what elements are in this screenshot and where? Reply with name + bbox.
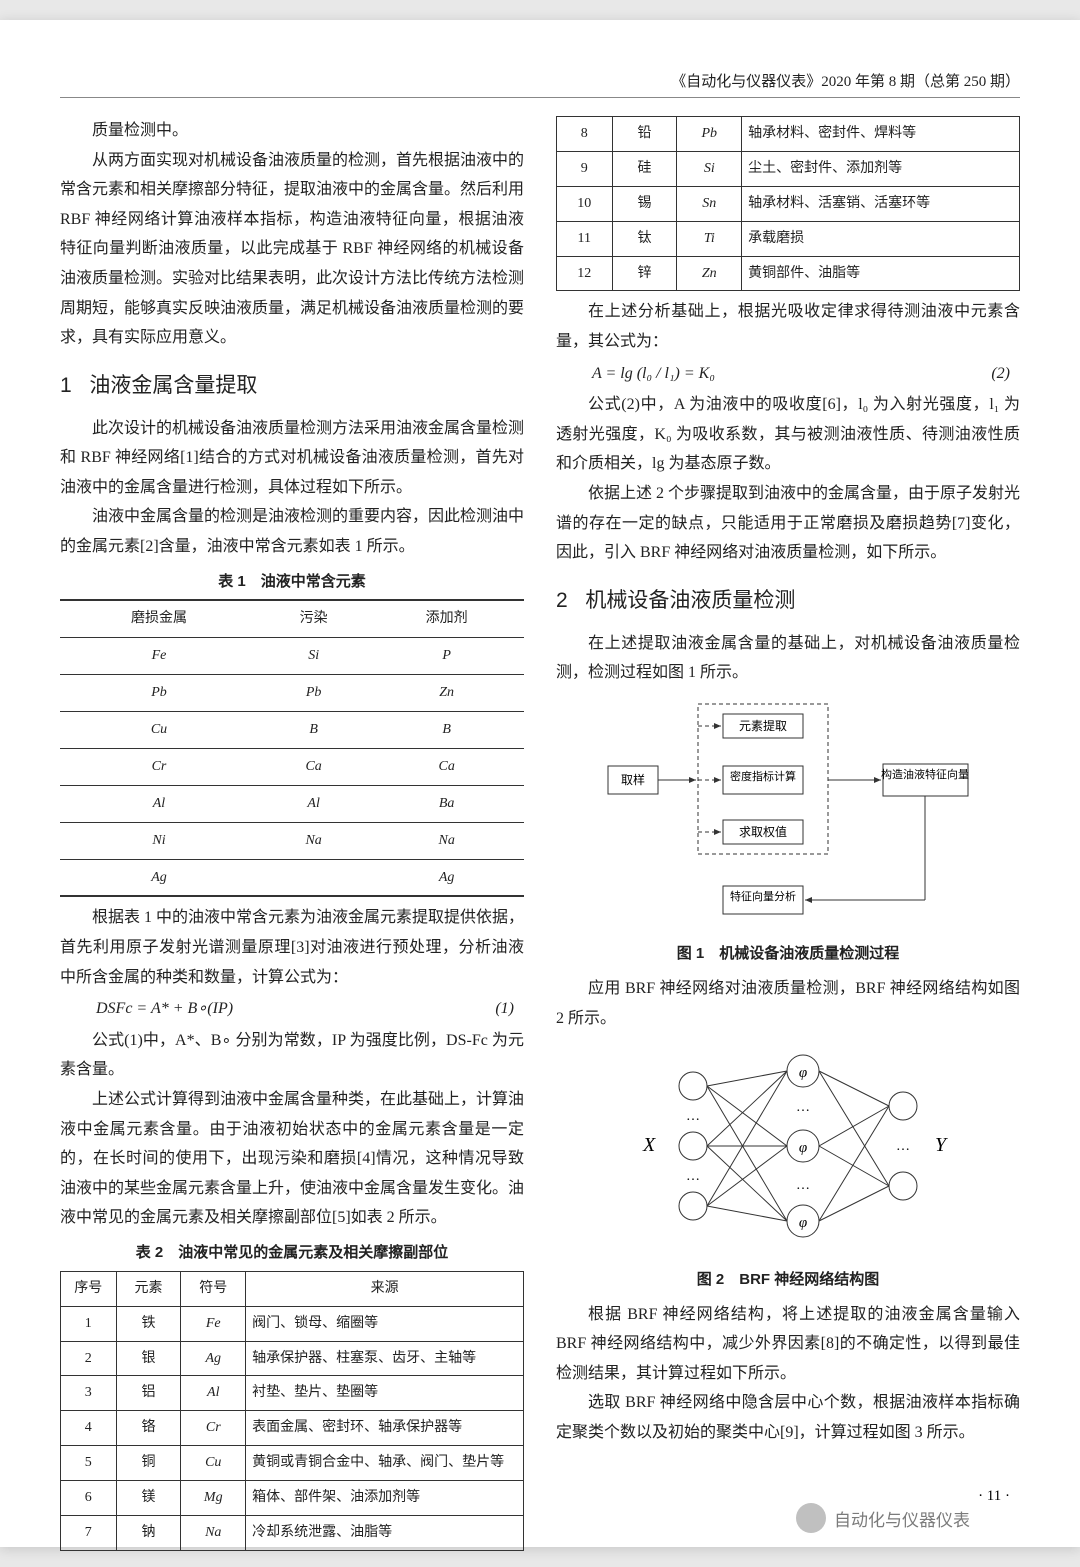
- figure-1-caption: 图 1 机械设备油液质量检测过程: [556, 940, 1020, 968]
- para: 选取 BRF 神经网络中隐含层中心个数，根据油液样本指标确定聚类个数以及初始的聚…: [556, 1388, 1020, 1447]
- svg-text:求取权值: 求取权值: [739, 824, 787, 839]
- svg-text:元素提取: 元素提取: [739, 718, 787, 733]
- svg-text:φ: φ: [799, 1215, 807, 1231]
- page-number: · 11 ·: [978, 1488, 1010, 1505]
- svg-text:…: …: [796, 1100, 810, 1115]
- svg-text:φ: φ: [799, 1065, 807, 1081]
- fig1-box-sample: 取样: [621, 772, 645, 787]
- para: 应用 BRF 神经网络对油液质量检测，BRF 神经网络结构如图 2 所示。: [556, 974, 1020, 1033]
- para: 此次设计的机械设备油液质量检测方法采用油液金属含量检测和 RBF 神经网络[1]…: [60, 414, 524, 503]
- th: 磨损金属: [60, 600, 258, 637]
- para: 根据 BRF 神经网络结构，将上述提取的油液金属含量输入 BRF 神经网络结构中…: [556, 1300, 1020, 1389]
- right-column: 8铅Pb轴承材料、密封件、焊料等 9硅Si尘土、密封件、添加剂等 10锡Sn轴承…: [556, 116, 1020, 1557]
- para: 公式(1)中，A*、B∘ 分别为常数，IP 为强度比例，DS-Fc 为元素含量。: [60, 1026, 524, 1085]
- para: 在上述提取油液金属含量的基础上，对机械设备油液质量检测，检测过程如图 1 所示。: [556, 629, 1020, 688]
- section-2-heading: 2机械设备油液质量检测: [556, 582, 1020, 621]
- left-column: 质量检测中。 从两方面实现对机械设备油液质量的检测，首先根据油液中的常含元素和相…: [60, 116, 524, 1557]
- watermark: 自动化与仪器仪表: [796, 1503, 970, 1533]
- table2-caption: 表 2 油液中常见的金属元素及相关摩擦副部位: [60, 1239, 524, 1267]
- equation-2: A = lg (l₀ / l₁) = K₀(2): [556, 357, 1020, 391]
- th: 添加剂: [369, 600, 524, 637]
- svg-text:特征向量分析: 特征向量分析: [730, 889, 796, 903]
- svg-text:…: …: [686, 1109, 700, 1124]
- para: 质量检测中。: [60, 116, 524, 146]
- page-container: { "header": "《自动化与仪器仪表》2020 年第 8 期（总第 25…: [0, 20, 1080, 1547]
- journal-header: 《自动化与仪器仪表》2020 年第 8 期（总第 250 期）: [60, 70, 1020, 98]
- equation-1: DSFc = A* + B∘(IP)(1): [60, 992, 524, 1026]
- figure-1-flowchart: 取样 元素提取 密度指标计算 求取权值 构造油液特征向量 特征向量分析: [556, 696, 1020, 937]
- para: 从两方面实现对机械设备油液质量的检测，首先根据油液中的常含元素和相关摩擦部分特征…: [60, 146, 524, 353]
- svg-text:…: …: [796, 1178, 810, 1193]
- table-2-part-a: 序号 元素 符号 来源 1铁Fe阀门、锁母、缩圈等 2银Ag轴承保护器、柱塞泵、…: [60, 1271, 524, 1551]
- svg-text:φ: φ: [799, 1140, 807, 1156]
- para: 上述公式计算得到油液中金属含量种类，在此基础上，计算油液中金属元素含量。由于油液…: [60, 1085, 524, 1233]
- figure-2-caption: 图 2 BRF 神经网络结构图: [556, 1266, 1020, 1294]
- section-1-heading: 1油液金属含量提取: [60, 367, 524, 406]
- section-1-title: 油液金属含量提取: [89, 374, 257, 397]
- th: 污染: [258, 600, 369, 637]
- para: 在上述分析基础上，根据光吸收定律求得待测油液中元素含量，其公式为：: [556, 297, 1020, 356]
- svg-text:密度指标计算: 密度指标计算: [730, 769, 796, 783]
- table-1: 磨损金属 污染 添加剂 FeSiP PbPbZn CuBB CrCaCa AlA…: [60, 599, 524, 897]
- section-2-title: 机械设备油液质量检测: [585, 589, 795, 612]
- svg-text:Y: Y: [935, 1134, 948, 1156]
- table-2-part-b: 8铅Pb轴承材料、密封件、焊料等 9硅Si尘土、密封件、添加剂等 10锡Sn轴承…: [556, 116, 1020, 291]
- svg-text:构造油液特征向量: 构造油液特征向量: [881, 767, 969, 781]
- svg-text:…: …: [686, 1169, 700, 1184]
- para: 根据表 1 中的油液中常含元素为油液金属元素提取提供依据，首先利用原子发射光谱测…: [60, 903, 524, 992]
- table1-caption: 表 1 油液中常含元素: [60, 568, 524, 596]
- svg-text:…: …: [896, 1139, 910, 1154]
- para: 依据上述 2 个步骤提取到油液中的金属含量，由于原子发射光谱的存在一定的缺点，只…: [556, 479, 1020, 568]
- para: 公式(2)中，A 为油液中的吸收度[6]，l₀ 为入射光强度，l₁ 为透射光强度…: [556, 390, 1020, 479]
- figure-2-network: … … φ φ φ … … …: [556, 1041, 1020, 1262]
- svg-text:X: X: [642, 1134, 656, 1156]
- two-column-layout: 质量检测中。 从两方面实现对机械设备油液质量的检测，首先根据油液中的常含元素和相…: [60, 116, 1020, 1557]
- para: 油液中金属含量的检测是油液检测的重要内容，因此检测油中的金属元素[2]含量，油液…: [60, 502, 524, 561]
- watermark-icon: [796, 1503, 826, 1533]
